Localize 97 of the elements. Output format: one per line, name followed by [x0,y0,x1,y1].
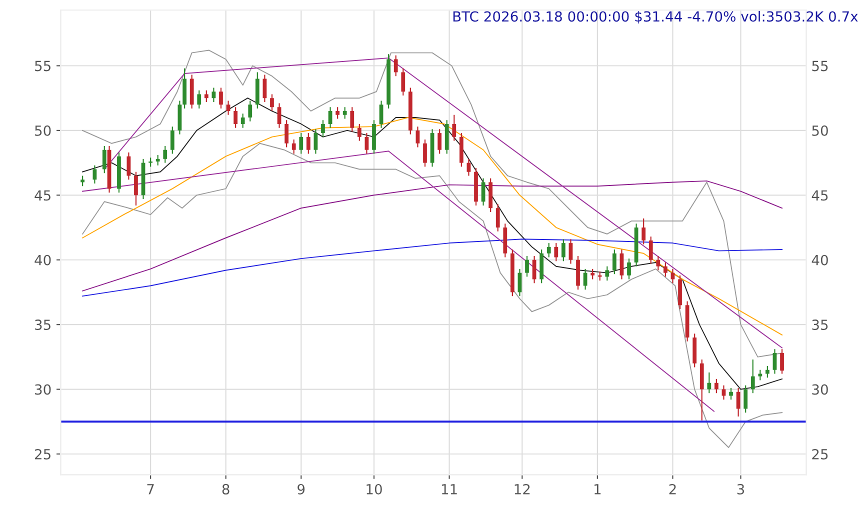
candlestick [568,238,573,264]
x-tick-label: 12 [514,484,530,494]
candlestick [156,154,160,166]
candlestick [656,255,660,271]
line-series [82,180,783,292]
candlestick [648,236,653,264]
candlestick [766,365,770,378]
candlestick [780,348,784,374]
y-tick-label: 25 [35,448,50,460]
candlestick [306,132,310,154]
candlestick [357,123,362,142]
candlestick [328,106,332,128]
candlestick [80,175,84,187]
candlestick [554,242,558,262]
x-tick-label: 1 [594,484,601,494]
y-tick-label: 30 [35,384,51,395]
y2-tick-label: 35 [812,320,828,330]
candlestick [102,145,106,174]
candlestick [612,248,616,275]
x-tick-label: 9 [298,484,305,494]
line-series [82,142,783,448]
y-tick-label: 40 [34,254,51,266]
candlestick [758,369,762,381]
candlestick [590,268,595,280]
y-tick-label: 55 [35,60,50,72]
candlestick [452,114,456,142]
y-tick-label: 45 [34,190,50,201]
x-tick-label: 8 [222,484,230,494]
candlestick [350,106,354,132]
candlestick [394,54,398,77]
candlestick [416,126,420,148]
candlestick [525,255,529,278]
candlestick [772,348,777,374]
candlestick [496,204,500,232]
candlestick [212,87,216,103]
y2-tick-label: 45 [812,190,828,201]
y2-tick-label: 50 [812,125,828,136]
candlestick [342,106,347,120]
y2-tick-label: 25 [812,448,828,460]
candlestick [364,132,369,154]
candlestick [605,266,610,282]
line-series [82,98,783,390]
candlestick [270,94,274,112]
candlestick [401,68,406,96]
y2-tick-label: 30 [812,384,828,395]
candlestick [729,387,733,400]
candlestick [204,90,208,103]
candlestick [714,378,718,394]
candlestick [583,268,588,290]
candlestick [379,100,384,128]
candlestick [438,128,442,154]
y2-tick-label: 55 [812,60,828,72]
chart-title: BTC 2026.03.18 00:00:00 $31.44 -4.70% vol:3503.2K 0.7x [453,10,858,24]
candlestick [664,262,668,278]
candlestick [670,268,675,284]
candlestick [481,178,486,206]
candlestick [240,113,245,128]
x-tick-label: 7 [147,484,154,494]
candlestick [219,87,223,110]
candlestick [336,106,340,120]
candlestick [134,171,138,206]
candlestick [248,100,252,122]
candlestick [750,358,755,394]
candlestick [299,132,304,154]
x-tick-label: 2 [669,484,676,494]
candlestick [262,74,267,103]
y-tick-label: 35 [35,320,50,330]
candlestick [284,120,289,148]
candlestick [163,145,168,164]
candlestick [292,138,296,154]
line-series [82,117,783,336]
x-tick-label: 10 [366,484,382,494]
candlestick [642,218,646,245]
candlestick [148,157,152,168]
candlestick [707,372,712,394]
candlestick [546,242,551,258]
candlestick [197,90,202,110]
candlestick [321,120,325,138]
candlestick [423,138,427,168]
line-series [82,238,783,297]
x-tick-label: 3 [737,484,744,494]
y2-tick-label: 40 [812,254,828,266]
candlestick [744,384,748,414]
y-tick-label: 50 [35,125,51,136]
candlestick [277,102,282,128]
candlestick [170,126,174,154]
candlestick [226,100,230,116]
candlestick [314,128,318,154]
x-tick-label: 11 [442,484,457,494]
candlestick [561,238,566,262]
candlestick [234,106,238,128]
candlestick [126,152,131,180]
candlestick [627,258,631,280]
candlestick [620,248,624,280]
candlestick [532,255,536,284]
candlestick [92,164,97,184]
candlestick [722,384,726,400]
